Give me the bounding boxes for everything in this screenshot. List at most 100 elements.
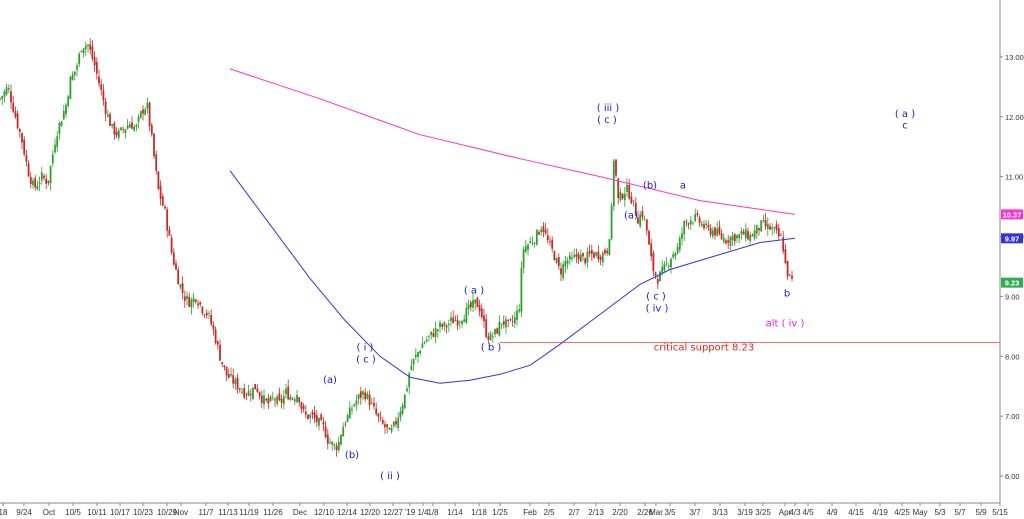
candle-body xyxy=(256,388,259,392)
candle-body xyxy=(489,333,492,340)
candle xyxy=(188,292,191,308)
candle xyxy=(769,223,771,231)
candle-body xyxy=(738,234,741,239)
candle xyxy=(509,318,512,322)
candle xyxy=(47,180,50,186)
x-tick-label: 10/11 xyxy=(87,508,107,517)
x-tick-label: 2/5 xyxy=(543,508,555,517)
candle-body xyxy=(408,373,411,388)
candle-body xyxy=(791,275,793,279)
candle xyxy=(665,257,668,267)
candle xyxy=(91,40,94,62)
candle xyxy=(729,235,732,251)
candle xyxy=(593,250,595,259)
candle-body xyxy=(296,394,298,403)
candle-body xyxy=(122,129,125,131)
candle xyxy=(144,107,147,116)
candle xyxy=(480,303,483,320)
candle-body xyxy=(104,101,107,115)
candle-body xyxy=(348,407,351,419)
candle-body xyxy=(480,308,483,318)
moving-average-lines xyxy=(229,68,796,384)
candle xyxy=(392,421,395,429)
candle xyxy=(324,420,327,439)
candle xyxy=(476,296,479,308)
candle-body xyxy=(238,388,241,390)
candle-body xyxy=(425,339,428,342)
x-tick-label: 4/25 xyxy=(894,508,910,517)
candle xyxy=(274,397,276,408)
candle xyxy=(32,177,34,189)
candle-body xyxy=(476,297,479,308)
x-tick-label: 4/9 xyxy=(826,508,838,517)
candle xyxy=(208,310,210,320)
candle xyxy=(694,208,697,223)
price-tag-box xyxy=(1001,233,1023,244)
candle xyxy=(700,220,703,228)
candle-body xyxy=(161,196,164,206)
candle xyxy=(454,315,457,322)
candle xyxy=(89,38,92,55)
x-tick-label: 4/5 xyxy=(802,508,814,517)
candle xyxy=(1,95,4,106)
candle-body xyxy=(258,392,261,397)
y-tick-label: 6.00 xyxy=(1005,472,1020,481)
candle-body xyxy=(337,441,340,451)
candle-body xyxy=(278,393,281,401)
candle-body xyxy=(166,209,169,231)
candle-body xyxy=(516,310,518,320)
candle-body xyxy=(370,402,373,404)
candle xyxy=(494,328,496,338)
candle xyxy=(34,175,37,191)
candle-body xyxy=(175,263,177,270)
x-tick-label: 5/9 xyxy=(975,508,987,517)
price-tag-label: 9.97 xyxy=(1005,234,1020,243)
candle xyxy=(245,392,248,401)
candle xyxy=(243,383,246,400)
candle xyxy=(531,236,534,246)
candle xyxy=(678,235,681,253)
candle-body xyxy=(566,260,569,264)
x-tick-label: 4/3 xyxy=(789,508,801,517)
candle xyxy=(727,235,730,250)
candle-body xyxy=(615,159,617,176)
candle-body xyxy=(186,295,188,299)
candle xyxy=(84,41,87,56)
candle xyxy=(159,180,162,206)
candle xyxy=(516,305,518,326)
candle-body xyxy=(610,205,613,240)
candle xyxy=(128,121,131,128)
candle xyxy=(791,271,793,282)
candle xyxy=(104,97,107,122)
candle-body xyxy=(672,254,675,258)
candle-body xyxy=(197,303,199,306)
candle xyxy=(485,313,488,339)
candle xyxy=(302,403,305,413)
candle xyxy=(747,227,749,241)
candle xyxy=(161,193,164,207)
candle-body xyxy=(676,247,679,253)
candle-body xyxy=(366,393,369,399)
candle xyxy=(267,394,270,410)
candle-body xyxy=(84,45,87,50)
candle-body xyxy=(496,328,499,334)
candle-body xyxy=(562,264,565,278)
candle xyxy=(687,222,690,230)
candle-body xyxy=(67,96,70,106)
candle-body xyxy=(135,125,138,127)
candle xyxy=(630,191,633,205)
candle xyxy=(148,101,151,131)
candle xyxy=(340,434,342,446)
candle xyxy=(621,193,624,200)
candle-body xyxy=(709,228,712,235)
candle xyxy=(667,262,670,271)
candle xyxy=(117,127,120,141)
candle xyxy=(469,300,472,312)
candle-body xyxy=(106,114,109,117)
wave-label: ( c ) xyxy=(356,354,376,365)
candle-body xyxy=(111,123,114,126)
candle xyxy=(518,303,521,314)
wave-label: b xyxy=(784,288,790,299)
candle-body xyxy=(95,61,98,74)
